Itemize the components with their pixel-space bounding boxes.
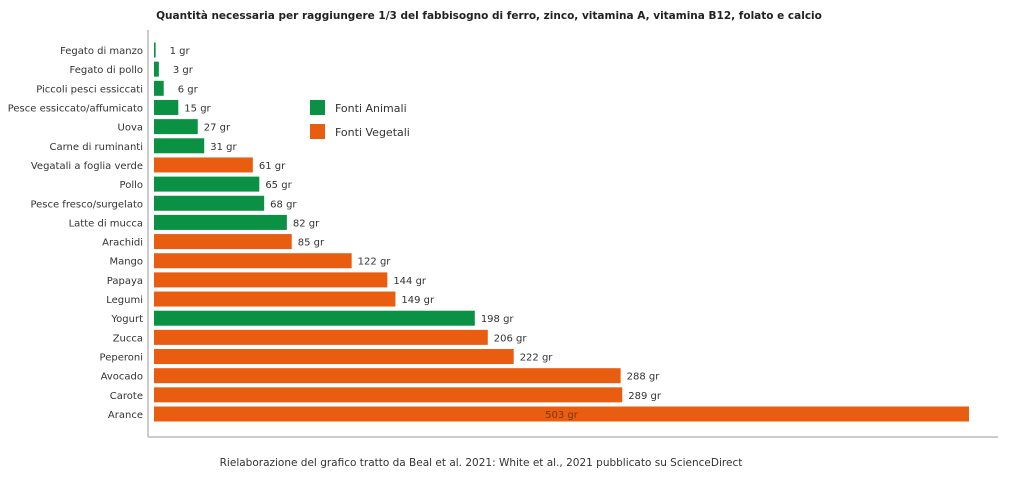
legend-label: Fonti Animali	[335, 102, 407, 115]
data-label: 15 gr	[184, 103, 211, 114]
legend-label: Fonti Vegetali	[335, 126, 410, 139]
bar	[154, 291, 396, 307]
data-label: 65 gr	[265, 180, 292, 191]
category-label: Yogurt	[110, 314, 143, 325]
category-label: Avocado	[101, 372, 143, 383]
category-label: Uova	[118, 123, 143, 134]
bar	[154, 99, 179, 115]
bar	[154, 214, 287, 230]
category-label: Piccoli pesci essiccati	[36, 84, 143, 95]
bar	[154, 349, 514, 365]
data-label: 82 gr	[293, 218, 320, 229]
bar	[154, 253, 352, 269]
data-label: 289 gr	[628, 391, 662, 402]
data-label: 6 gr	[178, 84, 199, 95]
data-label: 222 gr	[520, 353, 554, 364]
data-label: 27 gr	[204, 123, 231, 134]
bar	[154, 157, 253, 173]
category-label: Vegatali a foglia verde	[31, 161, 143, 172]
bar	[154, 80, 164, 96]
bar	[154, 61, 159, 77]
data-label: 68 gr	[270, 199, 297, 210]
bar	[154, 195, 265, 211]
data-label: 206 gr	[494, 333, 528, 344]
category-label: Zucca	[113, 333, 143, 344]
bar	[154, 272, 388, 288]
bar	[154, 176, 260, 192]
data-label: 198 gr	[481, 314, 515, 325]
category-label: Pesce essiccato/affumicato	[8, 103, 143, 114]
legend-swatch	[310, 124, 325, 139]
category-label: Mango	[109, 257, 143, 268]
bar	[154, 138, 205, 154]
bar	[154, 310, 475, 326]
data-label: 503 gr	[545, 410, 579, 421]
bar	[154, 406, 969, 422]
category-label: Pollo	[120, 180, 143, 191]
category-label: Carne di ruminanti	[50, 142, 144, 153]
category-label: Pesce fresco/surgelato	[30, 199, 143, 210]
data-label: 288 gr	[627, 372, 661, 383]
category-label: Legumi	[106, 295, 143, 306]
bar	[154, 42, 156, 58]
data-label: 149 gr	[401, 295, 435, 306]
category-label: Arance	[108, 410, 143, 421]
bar	[154, 119, 198, 135]
chart-caption: Rielaborazione del grafico tratto da Bea…	[220, 457, 743, 469]
category-label: Latte di mucca	[69, 218, 143, 229]
chart-title: Quantità necessaria per raggiungere 1/3 …	[156, 10, 822, 22]
data-label: 61 gr	[259, 161, 286, 172]
bar	[154, 368, 621, 384]
data-label: 31 gr	[210, 142, 237, 153]
data-label: 122 gr	[358, 257, 392, 268]
bar	[154, 329, 488, 345]
category-label: Peperoni	[100, 353, 143, 364]
legend-swatch	[310, 100, 325, 115]
data-label: 3 gr	[173, 65, 194, 76]
data-label: 1 gr	[170, 46, 191, 57]
category-label: Arachidi	[102, 238, 143, 249]
category-label: Carote	[110, 391, 143, 402]
category-label: Papaya	[107, 276, 143, 287]
category-label: Fegato di manzo	[60, 46, 143, 57]
bar	[154, 387, 623, 403]
bar	[154, 234, 292, 250]
category-label: Fegato di pollo	[70, 65, 144, 76]
data-label: 85 gr	[298, 238, 325, 249]
data-label: 144 gr	[393, 276, 427, 287]
